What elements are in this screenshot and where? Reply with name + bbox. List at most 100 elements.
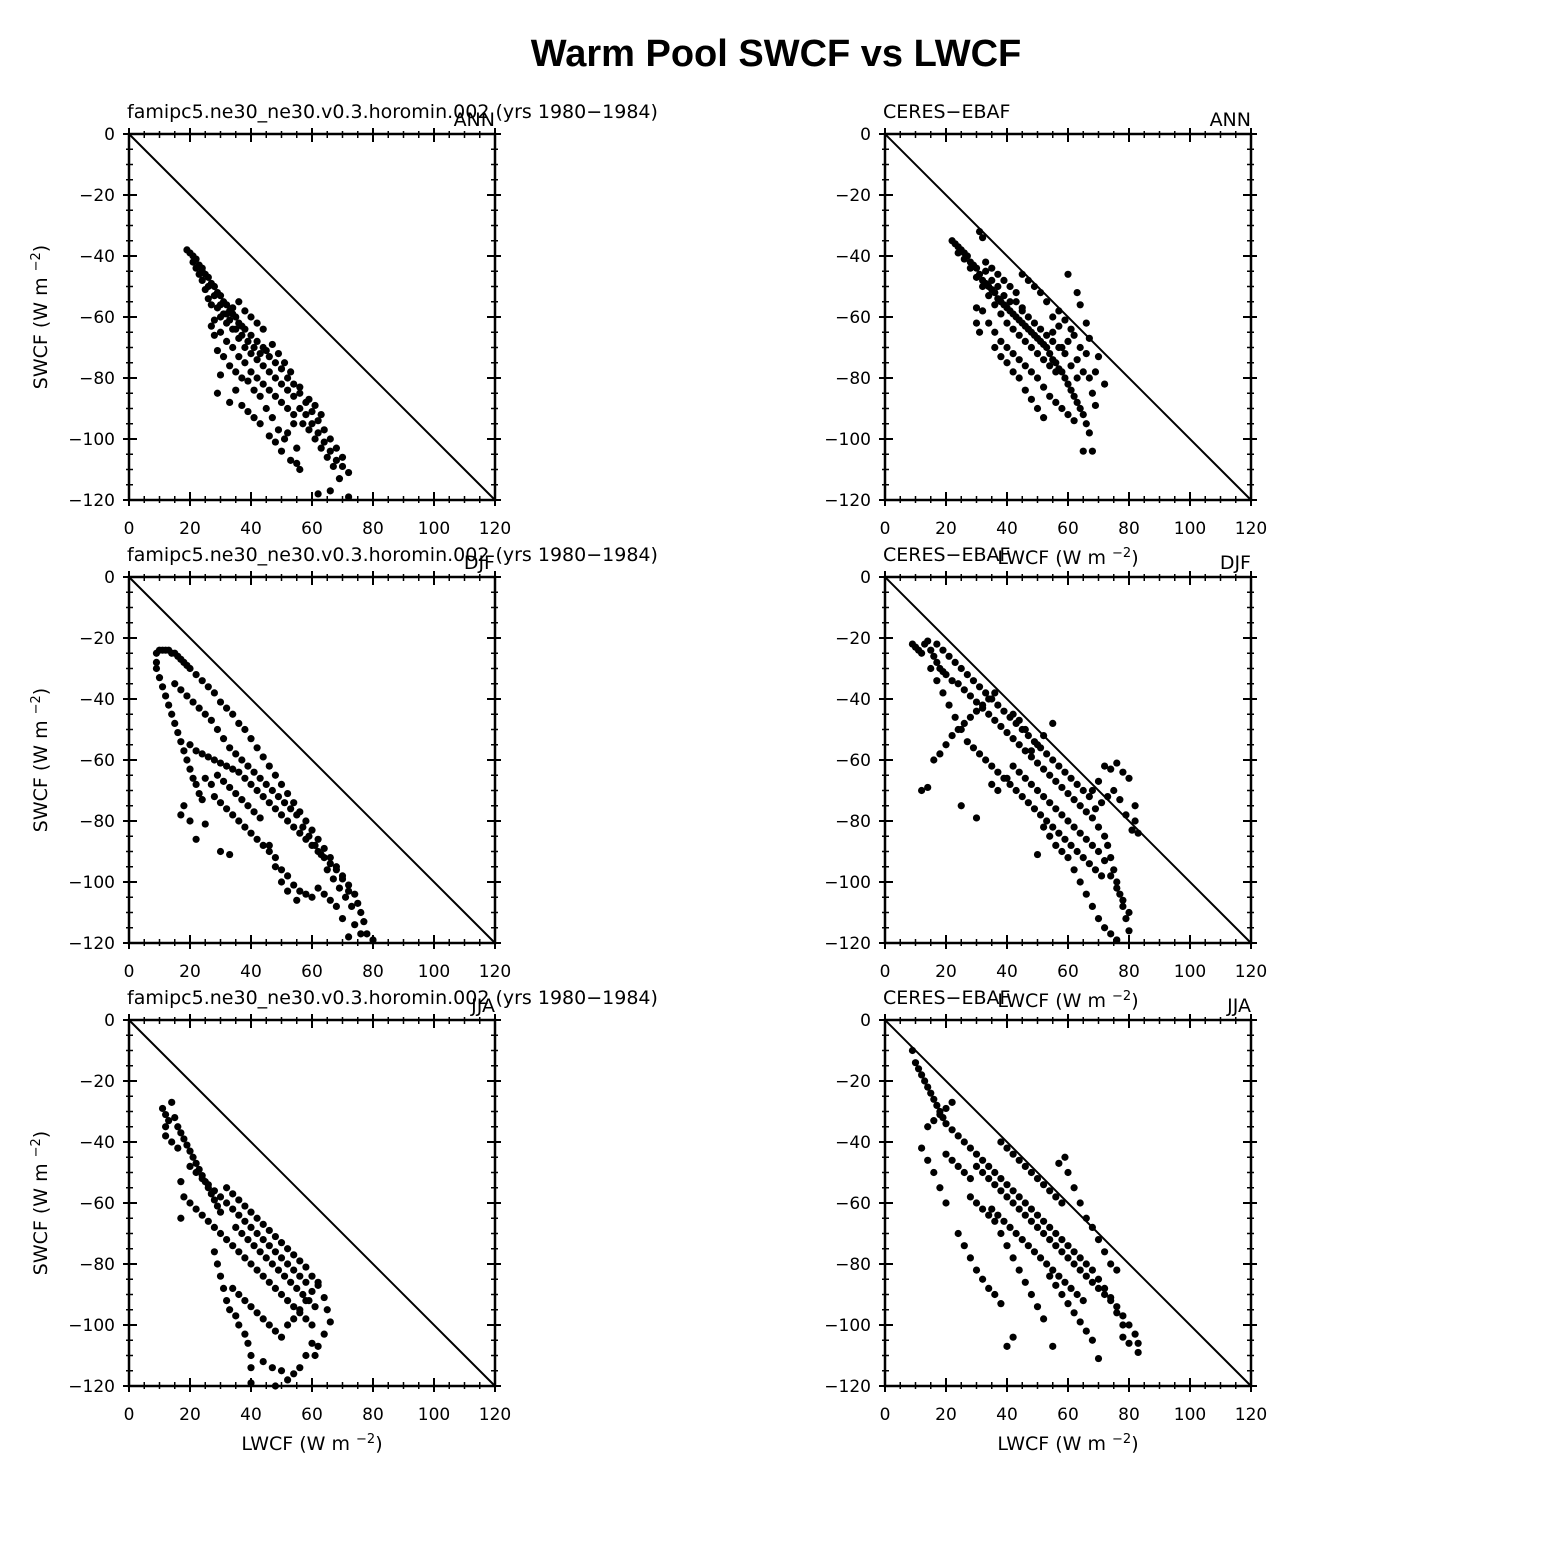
scatter-point	[335, 884, 344, 892]
scatter-point	[1018, 725, 1026, 734]
scatter-point	[210, 331, 218, 339]
scatter-point	[1082, 1214, 1090, 1222]
y-axis-label-part-1: −2	[29, 252, 44, 271]
x-tick-label: 120	[1235, 962, 1267, 982]
scatter-point	[1018, 1236, 1026, 1244]
scatter-point	[1003, 1342, 1011, 1350]
scatter-point	[948, 1126, 956, 1134]
scatter-point	[329, 462, 337, 471]
scatter-point	[265, 368, 273, 376]
scatter-point	[162, 1110, 170, 1119]
y-axis-label: SWCF (W m −2)	[29, 688, 53, 832]
scatter-point	[250, 386, 258, 394]
scatter-point	[1119, 902, 1127, 911]
scatter-point	[290, 1315, 298, 1323]
scatter-point	[274, 1266, 283, 1274]
x-tick-label: 80	[362, 962, 384, 982]
scatter-point	[232, 325, 240, 333]
y-tick-label: −20	[835, 1072, 871, 1092]
scatter-point	[277, 811, 286, 819]
y-tick-label: 0	[860, 125, 871, 145]
scatter-point	[1088, 1278, 1096, 1286]
scatter-point	[1055, 829, 1063, 837]
scatter-point	[174, 1123, 182, 1131]
scatter-point	[186, 1199, 194, 1207]
x-tick-label: 120	[479, 962, 511, 982]
scatter-point	[1033, 786, 1042, 795]
scatter-point	[972, 1266, 981, 1274]
scatter-point	[271, 1327, 279, 1335]
scatter-point	[259, 325, 267, 333]
y-tick-label: 0	[860, 1011, 871, 1031]
y-tick-label: −80	[79, 369, 115, 389]
scatter-point	[204, 683, 212, 691]
scatter-point	[210, 292, 218, 300]
scatter-point	[979, 1168, 987, 1177]
scatter-point	[936, 750, 944, 758]
scatter-point	[1049, 1266, 1057, 1274]
scatter-point	[1082, 835, 1090, 843]
scatter-point	[1131, 817, 1139, 825]
scatter-point	[1091, 401, 1100, 410]
scatter-point	[972, 304, 981, 312]
y-tick-label: −100	[824, 430, 871, 450]
scatter-point	[189, 774, 197, 782]
scatter-point	[256, 350, 264, 358]
scatter-point	[277, 1367, 286, 1375]
scatter-point	[162, 1132, 170, 1140]
panel-left-label: famipc5.ne30_ne30.v0.3.horomin.002 (yrs …	[127, 544, 658, 566]
scatter-point	[253, 337, 261, 345]
scatter-point	[1067, 774, 1075, 782]
scatter-point	[954, 1162, 962, 1170]
scatter-point	[924, 783, 932, 792]
scatter-point	[223, 704, 231, 712]
scatter-point	[997, 353, 1005, 361]
scatter-point	[351, 921, 359, 929]
scatter-point	[1046, 832, 1054, 840]
scatter-point	[1027, 343, 1035, 352]
scatter-point	[274, 793, 283, 801]
scatter-point	[966, 1175, 975, 1183]
scatter-point	[1030, 282, 1039, 291]
scatter-point	[326, 487, 334, 495]
scatter-point	[238, 1229, 246, 1238]
scatter-point	[1055, 343, 1063, 352]
y-tick-label: −20	[835, 629, 871, 649]
scatter-point	[1000, 1217, 1008, 1225]
x-tick-label: 100	[418, 962, 450, 982]
scatter-point	[296, 383, 304, 391]
scatter-point	[1027, 1205, 1035, 1213]
scatter-point	[241, 774, 249, 782]
scatter-point	[326, 435, 334, 443]
scatter-point	[1009, 1150, 1017, 1158]
scatter-point	[1046, 1236, 1054, 1244]
reference-line	[884, 576, 1252, 944]
scatter-point	[1009, 368, 1017, 376]
scatter-point	[1064, 789, 1072, 798]
scatter-point	[247, 829, 255, 837]
scatter-point	[332, 902, 340, 911]
scatter-point	[268, 340, 276, 349]
y-tick-label: −120	[68, 491, 115, 511]
scatter-point	[326, 860, 334, 868]
scatter-point	[232, 368, 240, 376]
scatter-point	[271, 854, 279, 862]
scatter-point	[253, 1214, 261, 1222]
scatter-point	[302, 1351, 310, 1360]
scatter-point	[972, 1199, 981, 1207]
scatter-point	[201, 710, 209, 718]
scatter-point	[213, 1260, 222, 1268]
scatter-point	[991, 289, 999, 297]
scatter-point	[1043, 750, 1051, 758]
scatter-points	[948, 228, 1109, 455]
scatter-point	[994, 270, 1002, 278]
scatter-point	[1122, 811, 1130, 819]
scatter-point	[235, 1290, 243, 1299]
scatter-point	[918, 649, 926, 657]
scatter-point	[241, 343, 249, 352]
scatter-point	[168, 1098, 176, 1106]
scatter-point	[314, 429, 322, 437]
scatter-point	[1125, 1339, 1133, 1347]
scatter-point	[216, 759, 225, 767]
scatter-point	[1024, 313, 1032, 321]
